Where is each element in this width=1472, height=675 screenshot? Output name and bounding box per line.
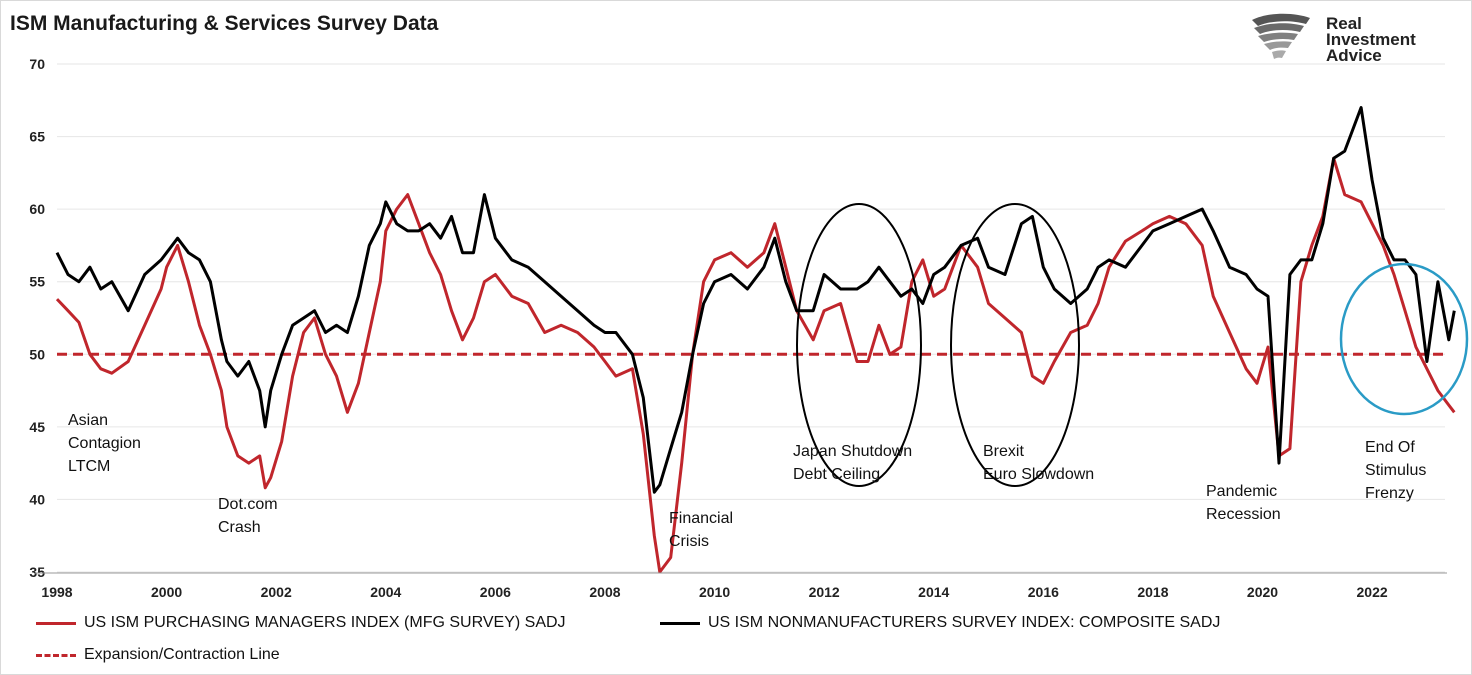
annotation-pandemic: Pandemic Recession <box>1206 483 1281 523</box>
legend-svc-swatch <box>660 621 700 625</box>
legend-mfg-swatch <box>36 621 76 625</box>
y-tick-label: 35 <box>29 564 45 580</box>
annotations: Asian Contagion LTCM Dot.com Crash Financial C… <box>68 412 1426 550</box>
annotation-line: Brexit <box>983 443 1024 460</box>
annotation-line: Dot.com <box>218 496 278 513</box>
annotation-line: Financial <box>669 510 733 527</box>
y-tick-label: 70 <box>29 56 45 72</box>
brand-line-2: Investment <box>1326 30 1416 49</box>
legend-svc-label: US ISM NONMANUFACTURERS SURVEY INDEX: CO… <box>708 614 1221 631</box>
annotation-line: Euro Slowdown <box>983 466 1094 483</box>
x-tick-label: 2010 <box>699 584 730 600</box>
annotation-line: Recession <box>1206 506 1281 523</box>
x-tick-label: 2018 <box>1137 584 1168 600</box>
legend-svc: US ISM NONMANUFACTURERS SURVEY INDEX: CO… <box>660 614 1220 632</box>
annotation-japan: Japan Shutdown Debt Ceiling <box>793 443 912 483</box>
brand-line-3: Advice <box>1326 46 1382 65</box>
annotation-line: Asian <box>68 412 108 429</box>
x-tick-label: 2000 <box>151 584 182 600</box>
annotation-line: Frenzy <box>1365 485 1414 502</box>
x-tick-label: 2002 <box>261 584 292 600</box>
annotation-line: Crash <box>218 519 261 536</box>
annotation-line: LTCM <box>68 458 110 475</box>
annotation-stimulus: End Of Stimulus Frenzy <box>1365 439 1426 502</box>
annotation-line: End Of <box>1365 439 1415 456</box>
y-tick-label: 55 <box>29 274 45 290</box>
annotation-dotcom: Dot.com Crash <box>218 496 278 536</box>
annotation-financial: Financial Crisis <box>669 510 733 550</box>
legend-line: Expansion/Contraction Line <box>36 646 280 664</box>
brand-name: Real Investment Advice <box>1326 14 1416 65</box>
y-tick-label: 60 <box>29 201 45 217</box>
annotation-line: Pandemic <box>1206 483 1277 500</box>
highlight-circle-brexit <box>950 203 1080 487</box>
x-tick-label: 1998 <box>41 584 72 600</box>
x-tick-label: 2014 <box>918 584 949 600</box>
x-tick-label: 2004 <box>370 584 401 600</box>
brand-line-1: Real <box>1326 14 1362 33</box>
y-axis-ticks: 35 40 45 50 55 60 65 70 <box>29 56 45 580</box>
legend-line-swatch <box>36 653 76 657</box>
x-tick-label: 2012 <box>809 584 840 600</box>
y-tick-label: 50 <box>29 346 45 362</box>
brand-logo: Real Investment Advice <box>1248 10 1448 70</box>
highlight-circle-japan <box>796 203 922 487</box>
annotation-line: Debt Ceiling <box>793 466 880 483</box>
x-tick-label: 2008 <box>589 584 620 600</box>
annotation-brexit: Brexit Euro Slowdown <box>983 443 1094 483</box>
x-tick-label: 2022 <box>1357 584 1388 600</box>
x-axis-ticks: 1998 2000 2002 2004 2006 2008 2010 2012 2014 2016… <box>41 584 1387 600</box>
eagle-logo-icon <box>1252 13 1310 59</box>
legend-mfg: US ISM PURCHASING MANAGERS INDEX (MFG SU… <box>36 614 566 632</box>
series-mfg-line <box>55 156 1456 574</box>
chart-title: ISM Manufacturing & Services Survey Data <box>10 12 439 35</box>
annotation-line: Contagion <box>68 435 141 452</box>
legend-line-label: Expansion/Contraction Line <box>84 646 280 663</box>
annotation-line: Stimulus <box>1365 462 1426 479</box>
highlight-circles <box>796 203 1469 487</box>
y-tick-label: 45 <box>29 419 45 435</box>
highlight-circle-stimulus <box>1339 262 1469 416</box>
x-tick-label: 2016 <box>1028 584 1059 600</box>
annotation-asian: Asian Contagion LTCM <box>68 412 141 475</box>
annotation-line: Crisis <box>669 533 709 550</box>
legend-mfg-label: US ISM PURCHASING MANAGERS INDEX (MFG SU… <box>84 614 566 631</box>
y-tick-label: 40 <box>29 491 45 507</box>
annotation-line: Japan Shutdown <box>793 443 912 460</box>
series-layer <box>55 106 1456 574</box>
x-tick-label: 2006 <box>480 584 511 600</box>
x-tick-label: 2020 <box>1247 584 1278 600</box>
y-tick-label: 65 <box>29 129 45 145</box>
series-svc-line <box>55 106 1456 494</box>
